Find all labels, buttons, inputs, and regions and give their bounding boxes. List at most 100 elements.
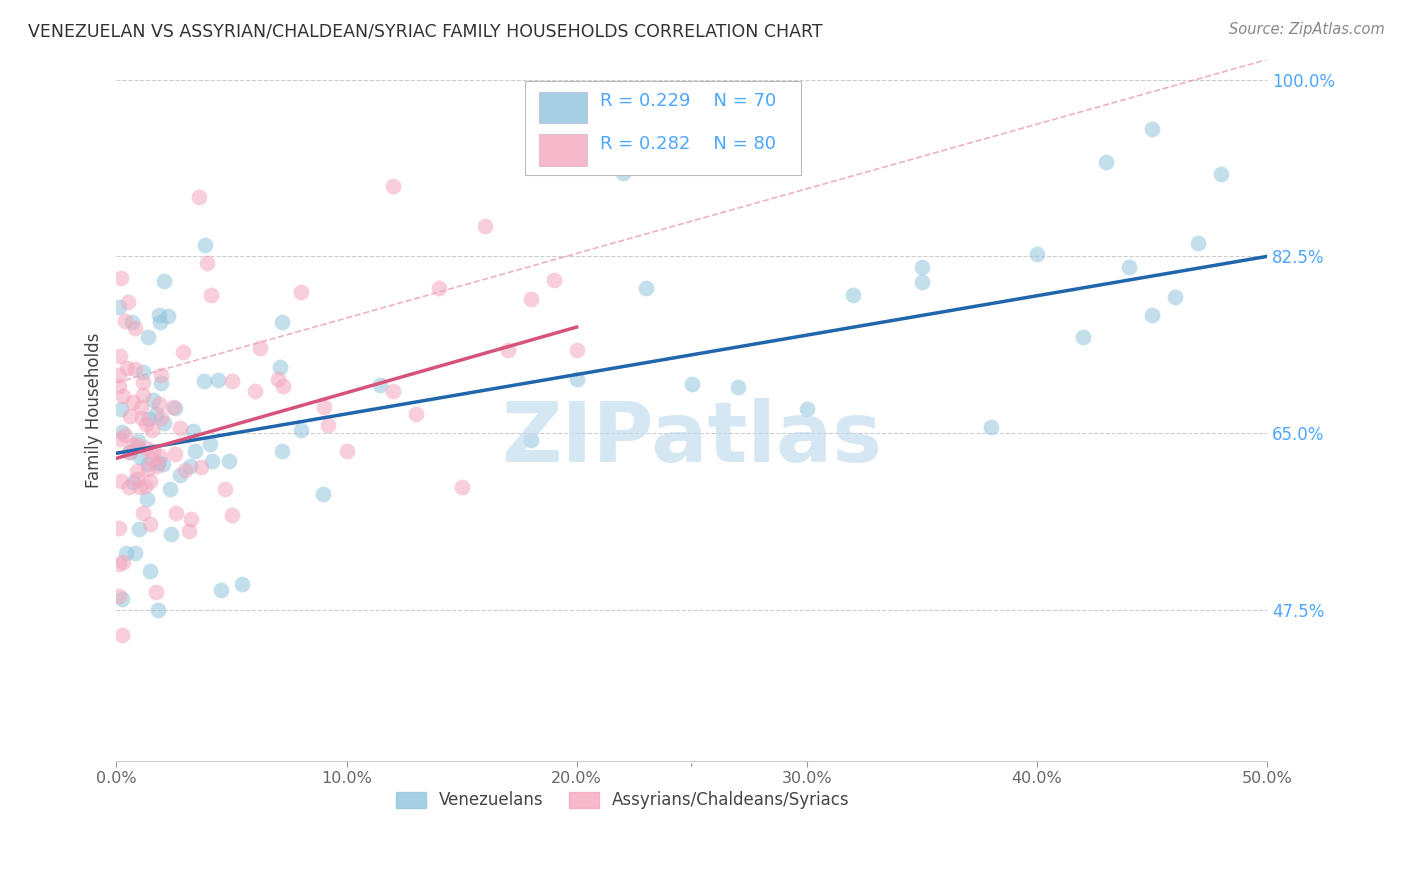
Point: [162, 400, 184, 414]
FancyBboxPatch shape: [538, 92, 588, 123]
Point: [1071, 330, 1094, 344]
Point: [565, 372, 588, 386]
Point: [148, 397, 170, 411]
Point: [136, 462, 159, 476]
Point: [312, 400, 335, 414]
Point: [612, 166, 634, 180]
Point: [112, 389, 135, 403]
Point: [138, 564, 160, 578]
Point: [131, 411, 153, 425]
Point: [842, 288, 865, 302]
FancyBboxPatch shape: [538, 135, 588, 166]
Point: [1118, 260, 1140, 274]
Point: [165, 401, 187, 415]
Point: [145, 585, 167, 599]
Point: [249, 341, 271, 355]
Point: [146, 456, 169, 470]
Point: [150, 376, 173, 390]
Point: [198, 436, 221, 450]
Point: [135, 491, 157, 506]
Point: [405, 407, 427, 421]
Point: [179, 459, 201, 474]
Point: [115, 360, 138, 375]
Point: [122, 475, 145, 489]
Point: [110, 474, 132, 488]
Text: R = 0.282    N = 80: R = 0.282 N = 80: [600, 135, 776, 153]
Point: [201, 454, 224, 468]
Point: [142, 392, 165, 407]
Point: [368, 378, 391, 392]
Point: [127, 464, 149, 478]
Point: [122, 438, 145, 452]
Point: [148, 308, 170, 322]
Point: [107, 300, 129, 314]
Point: [1187, 235, 1209, 250]
Point: [141, 452, 163, 467]
Point: [127, 434, 149, 448]
Point: [127, 472, 149, 486]
Point: [273, 379, 295, 393]
Point: [980, 420, 1002, 434]
Point: [474, 219, 496, 234]
Point: [135, 441, 157, 455]
Point: [128, 522, 150, 536]
Point: [231, 577, 253, 591]
Point: [269, 360, 291, 375]
Point: [207, 373, 229, 387]
Point: [138, 412, 160, 426]
Point: [146, 602, 169, 616]
Point: [120, 445, 142, 459]
Text: R = 0.229    N = 70: R = 0.229 N = 70: [600, 93, 776, 111]
Point: [184, 444, 207, 458]
Point: [187, 190, 209, 204]
Point: [200, 288, 222, 302]
Point: [543, 273, 565, 287]
Point: [209, 582, 232, 597]
Y-axis label: Family Households: Family Households: [86, 333, 103, 488]
Point: [218, 453, 240, 467]
Point: [681, 377, 703, 392]
Point: [634, 281, 657, 295]
Point: [193, 374, 215, 388]
Point: [149, 368, 172, 382]
Point: [221, 374, 243, 388]
Point: [146, 458, 169, 473]
Point: [727, 380, 749, 394]
Point: [195, 256, 218, 270]
Point: [1025, 247, 1047, 261]
Point: [142, 444, 165, 458]
Point: [114, 428, 136, 442]
Point: [180, 511, 202, 525]
Point: [911, 260, 934, 274]
Point: [214, 482, 236, 496]
Point: [138, 329, 160, 343]
Point: [111, 591, 134, 606]
Point: [110, 402, 132, 417]
Point: [152, 457, 174, 471]
Point: [169, 420, 191, 434]
Point: [290, 285, 312, 299]
Point: [381, 179, 404, 194]
Point: [153, 274, 176, 288]
Point: [1209, 167, 1232, 181]
Legend: Venezuelans, Assyrians/Chaldeans/Syriacs: Venezuelans, Assyrians/Chaldeans/Syriacs: [389, 785, 856, 816]
Point: [117, 295, 139, 310]
Point: [172, 345, 194, 359]
Point: [118, 445, 141, 459]
Point: [112, 555, 135, 569]
Point: [131, 401, 153, 415]
Point: [118, 480, 141, 494]
Point: [124, 361, 146, 376]
Point: [1140, 121, 1163, 136]
Point: [911, 275, 934, 289]
Point: [125, 438, 148, 452]
Point: [179, 524, 201, 538]
Point: [290, 423, 312, 437]
Point: [149, 411, 172, 425]
Point: [128, 480, 150, 494]
Point: [160, 527, 183, 541]
Point: [107, 557, 129, 571]
Point: [335, 444, 357, 458]
Point: [108, 379, 131, 393]
Point: [132, 506, 155, 520]
